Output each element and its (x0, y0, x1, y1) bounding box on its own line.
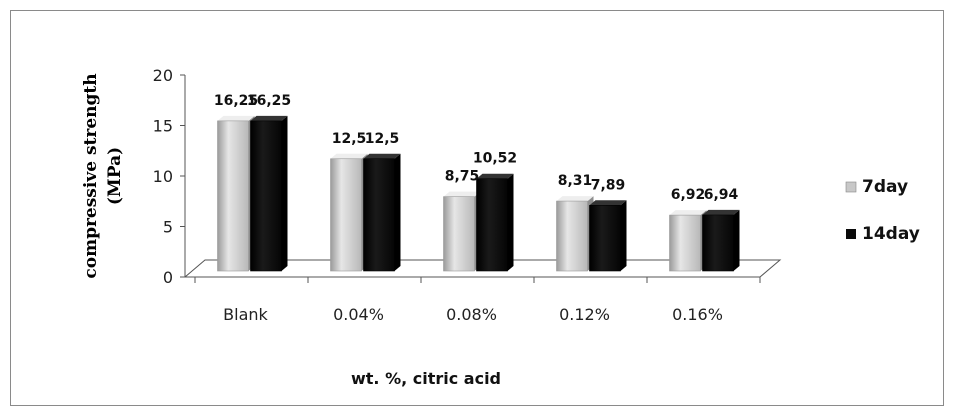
chart-bars (217, 115, 740, 272)
legend-marker-14day (846, 229, 856, 239)
data-label: 10,52 (473, 151, 517, 167)
bar-side (507, 173, 514, 271)
y-tick-label: 0 (163, 268, 173, 287)
bar-top (250, 115, 288, 121)
bar-top (556, 196, 594, 202)
bar-14day-Blank (250, 120, 282, 272)
y-tick-label: 5 (163, 218, 173, 237)
bar-top (363, 153, 401, 159)
y-tick-label: 20 (153, 66, 173, 85)
legend-label-14day: 14day (862, 224, 920, 244)
data-label: 16,25 (214, 93, 258, 109)
data-label: 6,94 (704, 187, 739, 203)
data-label: 6,92 (671, 187, 706, 203)
bar-top (217, 115, 255, 121)
bar-7day-0.04% (330, 158, 362, 272)
x-tick-label: 0.04% (333, 305, 384, 324)
bar-top (589, 200, 627, 206)
bar-7day-0.08% (443, 196, 475, 272)
data-label: 8,75 (445, 169, 480, 185)
data-label: 8,31 (558, 173, 593, 189)
bar-top (669, 210, 707, 216)
bar-14day-0.16% (702, 214, 734, 272)
bar-top (443, 191, 481, 197)
legend-label-7day: 7day (862, 177, 908, 197)
bar-side (394, 153, 401, 271)
bar-7day-0.12% (556, 200, 588, 272)
x-tick-label: Blank (223, 305, 268, 324)
bar-top (330, 153, 368, 159)
bar-14day-0.12% (589, 205, 621, 272)
data-label: 12,5 (332, 131, 367, 147)
x-tick-label: 0.12% (559, 305, 610, 324)
data-label: 12,5 (365, 131, 400, 147)
y-tick-label: 15 (153, 117, 173, 136)
bar-7day-0.16% (669, 214, 701, 272)
bar-7day-Blank (217, 120, 249, 272)
bar-14day-0.08% (476, 178, 508, 272)
bar-top (702, 209, 740, 215)
x-tick-label: 0.16% (672, 305, 723, 324)
x-axis-title: wt. %, citric acid (351, 369, 501, 388)
legend: 7day 14day (845, 177, 920, 244)
data-label: 7,89 (591, 177, 626, 193)
data-label: 16,25 (247, 93, 291, 109)
bar-side (733, 209, 740, 271)
bar-top (476, 173, 514, 179)
bar-14day-0.04% (363, 158, 395, 272)
bar-side (620, 200, 627, 271)
y-tick-label: 10 (153, 167, 173, 186)
legend-marker-7day (845, 181, 857, 193)
y-axis-title-line1: compressive strength (81, 73, 101, 278)
x-tick-label: 0.08% (446, 305, 497, 324)
bar-side (281, 115, 288, 271)
y-axis-title-line2: (MPa) (105, 147, 125, 205)
